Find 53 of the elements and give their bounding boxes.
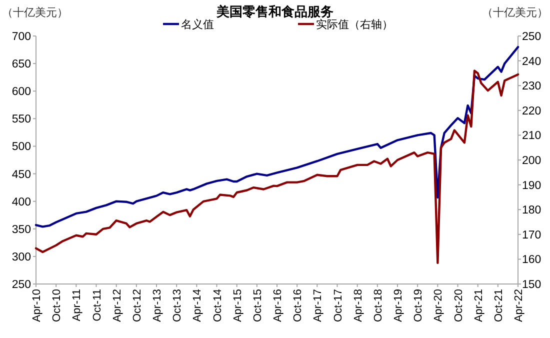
x-tick-label: Oct-17 — [332, 289, 344, 322]
y-tick-label: 650 — [12, 58, 31, 71]
x-tick-label: Oct-18 — [372, 289, 384, 322]
line-series — [34, 70, 520, 264]
x-tick-label: Apr-15 — [232, 289, 244, 322]
y2-tick-label: 190 — [522, 180, 542, 192]
x-tick-label: Apr-12 — [111, 289, 124, 322]
line-series — [34, 46, 520, 228]
y-tick-label: 450 — [12, 168, 31, 181]
y2-tick-label: 250 — [522, 31, 542, 43]
y-tick-label: 550 — [12, 114, 31, 126]
y2-tick-label: 230 — [522, 80, 542, 93]
x-tick-label: Oct-11 — [91, 289, 104, 322]
legend-label: 实际值（右轴） — [316, 18, 393, 31]
x-tick-label: Oct-10 — [51, 289, 64, 322]
x-tick-label: Apr-20 — [432, 289, 445, 322]
y2-tick-label: 240 — [522, 56, 542, 68]
y2-axis-title: （十亿美元） — [482, 6, 548, 19]
x-tick-label: Oct-13 — [172, 289, 184, 322]
y2-tick-label: 150 — [522, 279, 542, 291]
y2-tick-label: 160 — [522, 254, 542, 266]
x-tick-label: Oct-15 — [252, 289, 264, 322]
x-tick-label: Oct-20 — [452, 289, 465, 322]
y-tick-label: 300 — [12, 251, 31, 264]
legend-label: 名义值 — [181, 18, 214, 31]
y-axis-title: （十亿美元） — [2, 6, 68, 19]
y-tick-label: 400 — [12, 196, 31, 208]
x-tick-label: Apr-14 — [192, 289, 204, 322]
x-tick-label: Oct-14 — [212, 289, 224, 322]
x-tick-label: Apr-18 — [352, 289, 364, 322]
x-tick-label: Apr-10 — [31, 289, 43, 322]
x-tick-label: Apr-21 — [472, 289, 485, 322]
y-tick-label: 600 — [12, 86, 31, 98]
x-tick-label: Apr-17 — [312, 289, 324, 322]
x-tick-label: Apr-19 — [392, 289, 404, 322]
y-tick-label: 350 — [12, 224, 31, 236]
x-tick-label: Apr-22 — [513, 289, 525, 322]
x-tick-label: Oct-12 — [131, 289, 144, 322]
chart-title: 美国零售和食品服务 — [216, 4, 334, 19]
y2-tick-label: 210 — [522, 130, 542, 142]
x-tick-label: Apr-16 — [272, 289, 284, 322]
y2-tick-label: 220 — [522, 105, 542, 118]
y-tick-label: 700 — [12, 31, 31, 43]
y2-tick-label: 170 — [522, 229, 542, 242]
y-tick-label: 500 — [12, 141, 31, 154]
x-tick-label: Apr-11 — [71, 289, 84, 322]
x-tick-label: Oct-19 — [412, 289, 425, 322]
x-tick-label: Apr-13 — [152, 289, 164, 322]
y2-tick-label: 200 — [522, 155, 542, 167]
y-tick-label: 250 — [12, 279, 31, 291]
x-tick-label: Oct-21 — [492, 289, 505, 322]
x-tick-label: Oct-16 — [292, 289, 304, 322]
y2-tick-label: 180 — [522, 204, 542, 217]
